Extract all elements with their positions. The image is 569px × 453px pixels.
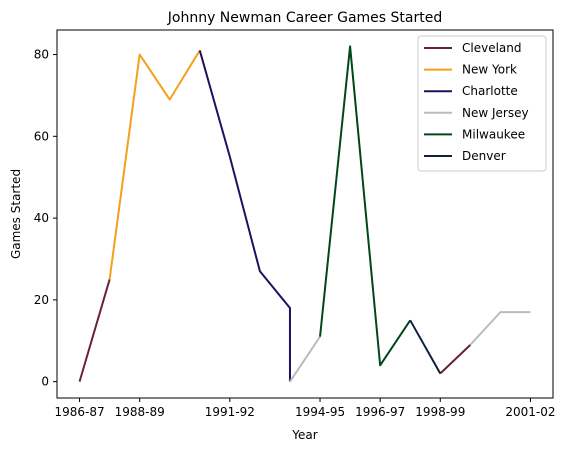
x-tick-label: 1996-97: [355, 405, 405, 419]
series-line-cleveland-1: [439, 344, 472, 375]
y-tick-label: 40: [34, 211, 49, 225]
y-axis: 0 20 40 60 80: [34, 48, 57, 389]
x-tick-label: 1994-95: [295, 405, 345, 419]
series-line-new-jersey-1: [469, 311, 531, 346]
series-line-denver-0: [409, 319, 442, 374]
series-line-cleveland-0: [78, 279, 111, 382]
legend-label-charlotte: Charlotte: [462, 84, 518, 98]
x-tick-label: 1998-99: [415, 405, 465, 419]
y-tick-label: 80: [34, 48, 49, 62]
x-tick-label: 2001-02: [505, 405, 555, 419]
x-tick-label: 1986-87: [54, 405, 104, 419]
y-tick-label: 0: [41, 375, 49, 389]
y-tick-label: 60: [34, 129, 49, 143]
series-line-new-jersey-0: [289, 336, 321, 383]
y-tick-label: 20: [34, 293, 49, 307]
x-axis-label: Year: [291, 428, 317, 442]
chart-title: Johnny Newman Career Games Started: [167, 10, 442, 26]
legend-label-milwaukee: Milwaukee: [462, 127, 525, 141]
legend: Cleveland New York Charlotte New Jersey Milw…: [417, 35, 547, 172]
x-tick-label: 1988-89: [115, 405, 165, 419]
series-line-milwaukee-0: [319, 45, 412, 367]
legend-label-new-jersey: New Jersey: [462, 106, 529, 120]
legend-label-denver: Denver: [462, 149, 506, 163]
legend-label-cleveland: Cleveland: [462, 41, 522, 55]
series-line-new-york-0: [108, 49, 201, 280]
y-axis-label: Games Started: [9, 169, 23, 259]
series-line-charlotte-0: [198, 50, 291, 382]
plot-area: [78, 45, 531, 383]
legend-label-new-york: New York: [462, 63, 517, 77]
plot-frame: [56, 29, 554, 399]
x-tick-label: 1991-92: [205, 405, 255, 419]
x-axis: 1986-87 1988-89 1991-92 1994-95 1996-97 1998-…: [54, 398, 556, 419]
